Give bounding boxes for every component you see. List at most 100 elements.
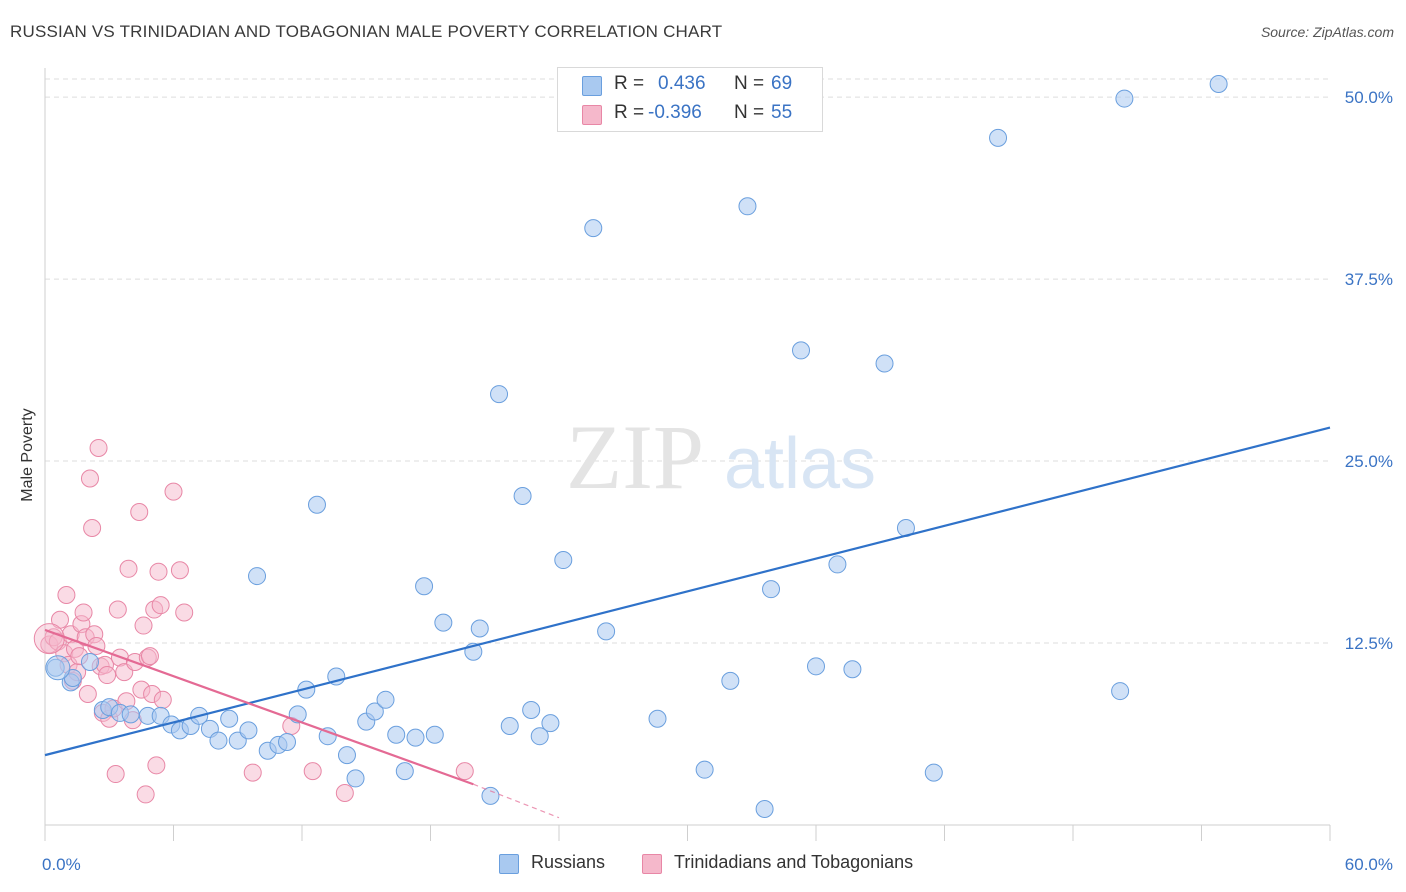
data-point-russian	[924, 763, 943, 782]
data-point-trinidadian	[303, 762, 322, 781]
data-point-russian	[45, 655, 71, 681]
data-point-russian	[721, 671, 740, 690]
data-point-trinidadian	[83, 519, 102, 538]
y-tick-label: 12.5%	[1345, 634, 1393, 653]
data-point-russian	[755, 799, 774, 818]
data-point-trinidadian	[147, 756, 166, 775]
legend-label-russians: Russians	[531, 852, 606, 872]
legend-n-label: N =	[734, 102, 765, 123]
trend-line-trinidadians-extension	[473, 783, 560, 819]
legend-n-value: 55	[771, 102, 793, 123]
data-point-russian	[346, 769, 365, 788]
data-point-russian	[807, 657, 825, 676]
legend-n-value: 69	[771, 73, 793, 94]
data-point-trinidadian	[80, 469, 99, 488]
data-point-russian	[584, 219, 603, 238]
data-point-russian	[307, 495, 326, 514]
data-point-trinidadian	[78, 684, 97, 703]
data-point-russian	[395, 762, 414, 781]
data-point-russian	[278, 733, 297, 752]
data-point-russian	[470, 619, 489, 638]
source-label: Source: ZipAtlas.com	[1260, 24, 1394, 40]
legend-swatch-russians	[582, 76, 602, 96]
data-point-russian	[554, 551, 573, 570]
watermark-zip: ZIP	[566, 406, 704, 508]
data-point-trinidadian	[136, 785, 155, 804]
data-point-trinidadian	[98, 666, 117, 685]
data-point-trinidadian	[130, 503, 149, 522]
data-point-trinidadian	[170, 561, 189, 580]
data-point-russian	[490, 385, 509, 404]
data-point-trinidadian	[74, 603, 93, 622]
legend-r-label: R =	[614, 73, 645, 94]
watermark-atlas: atlas	[724, 424, 876, 504]
data-point-russian	[220, 709, 239, 728]
data-point-russian	[121, 705, 140, 724]
data-point-trinidadian	[335, 783, 354, 802]
correlation-legend: R = 0.436 N = 69 R = -0.396 N = 55	[557, 67, 823, 132]
data-point-russian	[513, 486, 532, 505]
legend-swatch-trinidadians	[582, 105, 602, 125]
data-point-russian	[337, 746, 356, 765]
y-tick-label: 37.5%	[1345, 270, 1393, 289]
data-point-trinidadian	[33, 623, 65, 655]
data-point-russian	[318, 727, 337, 746]
axes	[44, 68, 1331, 841]
legend-r-value: -0.396	[648, 102, 702, 123]
legend-n-label: N =	[734, 73, 765, 94]
y-tick-label: 50.0%	[1345, 88, 1393, 107]
data-point-russian	[80, 652, 99, 671]
data-point-trinidadian	[243, 763, 262, 782]
series-trinidadian-points	[33, 438, 474, 804]
data-point-russian	[425, 725, 444, 744]
data-point-trinidadian	[175, 603, 194, 622]
data-point-trinidadian	[153, 690, 172, 709]
data-point-russian	[406, 728, 425, 747]
data-point-russian	[695, 760, 714, 779]
data-point-russian	[738, 197, 757, 216]
series-russian-points	[45, 75, 1228, 818]
data-point-russian	[597, 622, 616, 641]
data-point-russian	[843, 660, 862, 679]
y-tick-label: 25.0%	[1345, 452, 1393, 471]
chart-title: RUSSIAN VS TRINIDADIAN AND TOBAGONIAN MA…	[10, 22, 723, 41]
data-point-trinidadian	[57, 585, 76, 604]
data-point-russian	[648, 709, 667, 728]
gridlines	[45, 78, 1330, 644]
data-point-russian	[387, 725, 406, 744]
data-point-russian	[365, 702, 384, 721]
data-point-russian	[500, 717, 519, 736]
legend-row-trinidadians: R = -0.396 N = 55	[558, 99, 822, 129]
data-point-trinidadian	[134, 616, 153, 635]
data-point-russian	[376, 690, 395, 709]
trend-lines	[44, 426, 1331, 819]
data-point-russian	[415, 577, 434, 596]
trend-line-russians	[44, 426, 1331, 757]
data-point-trinidadian	[151, 596, 170, 615]
legend-label-trinidadians: Trinidadians and Tobagonians	[674, 852, 914, 872]
legend-swatch-trinidadians	[642, 854, 662, 874]
data-point-trinidadian	[106, 765, 125, 784]
data-point-russian	[522, 700, 541, 719]
data-point-trinidadian	[149, 562, 168, 581]
data-point-russian	[762, 580, 781, 599]
legend-row-russians: R = 0.436 N = 69	[558, 70, 822, 100]
x-tick-label: 60.0%	[1345, 855, 1393, 874]
data-point-russian	[541, 714, 560, 733]
legend-swatch-russians	[499, 854, 519, 874]
data-point-trinidadian	[108, 600, 127, 619]
data-point-russian	[209, 731, 228, 750]
data-point-trinidadian	[89, 438, 108, 457]
data-point-russian	[1115, 89, 1134, 108]
data-point-trinidadian	[119, 559, 138, 578]
data-point-russian	[875, 354, 894, 373]
data-point-russian	[248, 567, 267, 586]
tick-labels: 12.5% 25.0% 37.5% 50.0% 0.0% 60.0%	[42, 88, 1393, 874]
data-point-russian	[1209, 75, 1228, 94]
data-point-trinidadian	[455, 762, 474, 781]
data-point-russian	[481, 786, 500, 805]
legend-r-value: 0.436	[658, 73, 706, 94]
trend-line-trinidadians	[44, 628, 474, 786]
data-point-russian	[1111, 682, 1130, 701]
